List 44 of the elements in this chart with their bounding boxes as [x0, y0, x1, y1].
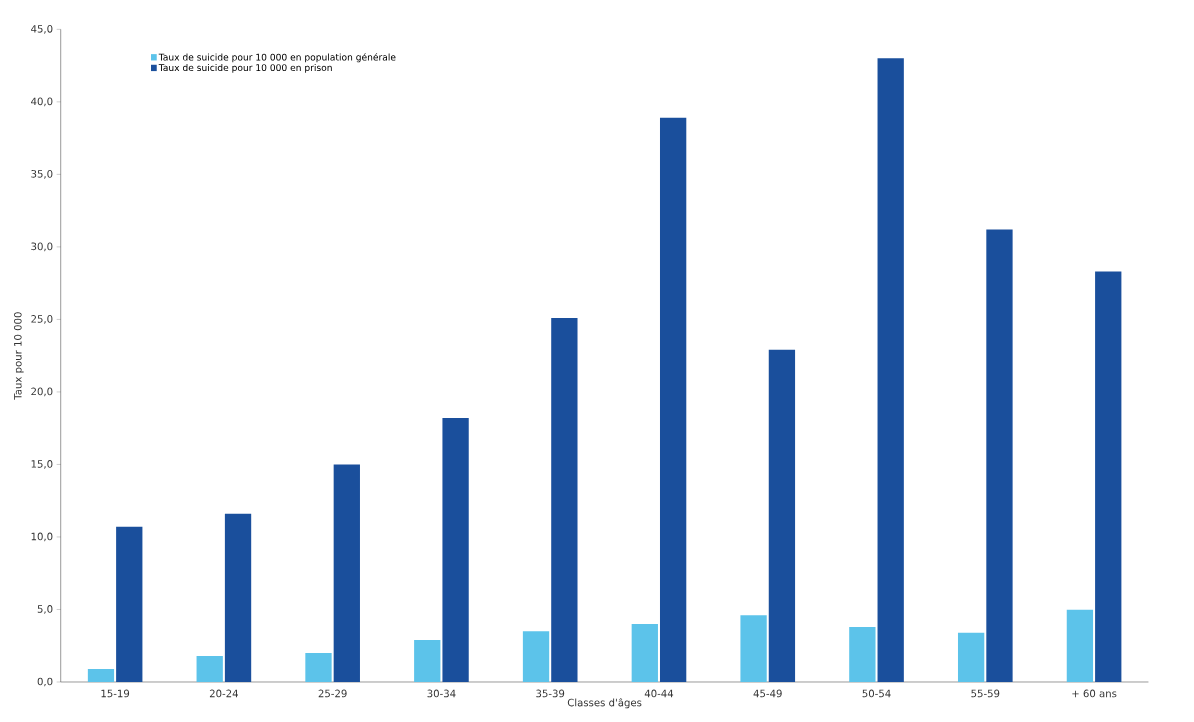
y-tick-label: 20,0 — [31, 387, 53, 397]
bar — [116, 526, 143, 682]
y-tick-label: 30,0 — [31, 242, 53, 251]
x-tick-label: 50-54 — [862, 689, 891, 698]
y-tick-label: 25,0 — [31, 314, 53, 324]
bar — [631, 623, 658, 682]
x-tick-label: 40-44 — [644, 689, 674, 698]
bar — [659, 117, 687, 682]
bar — [196, 655, 223, 682]
x-tick-label: 15-19 — [101, 689, 130, 698]
bar — [768, 349, 796, 682]
bar — [1095, 271, 1122, 682]
y-tick-label: 5,0 — [37, 604, 53, 614]
bar — [333, 464, 360, 682]
bar — [877, 58, 904, 682]
x-tick-label: 20-24 — [209, 689, 238, 698]
x-tick-label: 25-29 — [318, 689, 347, 698]
x-tick-label: 45-49 — [753, 689, 782, 698]
bar — [522, 631, 550, 682]
y-axis-title: Taux pour 10 000 — [13, 312, 24, 400]
legend-label: Taux de suicide pour 10 000 en population générale — [158, 52, 396, 63]
y-tick-label: 0,0 — [37, 677, 53, 687]
bar — [442, 417, 469, 682]
y-tick-label: 35,0 — [31, 169, 53, 179]
y-tick-label: 40,0 — [31, 97, 53, 106]
x-tick-label: 35-39 — [536, 689, 565, 698]
bar — [224, 513, 252, 682]
bar — [986, 229, 1013, 682]
bar — [551, 317, 578, 682]
x-tick-label: + 60 ans — [1072, 689, 1117, 698]
bar — [740, 615, 767, 682]
bar — [305, 652, 332, 682]
bar — [414, 639, 441, 682]
bar — [87, 668, 115, 682]
x-tick-label: 30-34 — [427, 689, 456, 698]
bar — [849, 626, 876, 682]
x-tick-label: 55-59 — [971, 689, 1000, 698]
legend-label: Taux de suicide pour 10 000 en prison — [158, 63, 332, 73]
y-tick-label: 45,0 — [31, 24, 53, 34]
y-tick-label: 10,0 — [31, 532, 53, 542]
y-tick-label: 15,0 — [31, 459, 53, 469]
bar — [957, 632, 985, 682]
bar — [1066, 609, 1094, 682]
x-axis-title: Classes d'âges — [567, 697, 642, 709]
